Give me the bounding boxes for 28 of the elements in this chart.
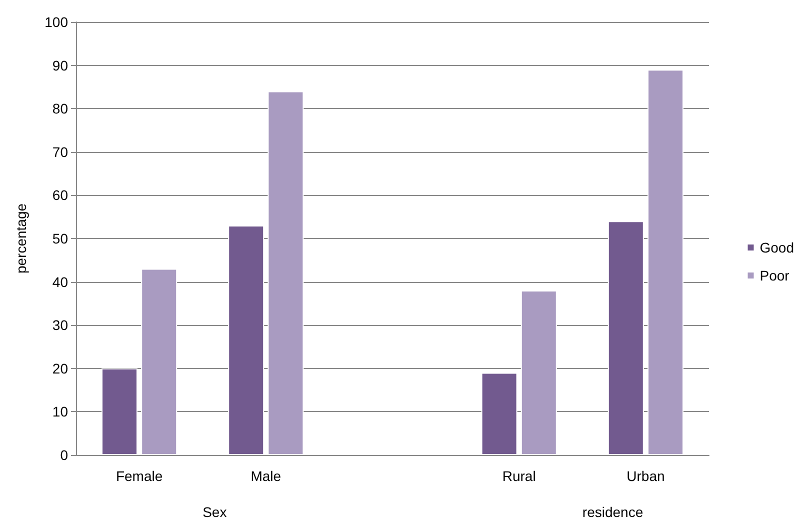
x-tick-label: Male [250,468,282,484]
bar [268,91,304,455]
bar [102,368,138,455]
text: residence [582,504,644,520]
y-tick-label: 0 [60,447,68,463]
x-tick-label: Rural [502,468,536,484]
y-axis-title: percentage [13,203,29,274]
legend-label: Poor [760,268,790,284]
bar [608,221,644,455]
bar [481,372,518,455]
bar [141,268,178,455]
x-tick-label: Urban [626,468,665,484]
x-tick-label: Female [116,468,163,484]
y-tick-label: 60 [52,187,68,204]
y-tick-label: 10 [52,404,68,420]
bar [648,70,684,455]
y-tick-label: 70 [52,144,68,160]
bar [228,226,264,455]
y-tick-label: 50 [52,230,68,246]
y-tick-label: 90 [52,57,68,74]
y-tick-label: 30 [52,317,68,334]
text: Sex [202,504,227,520]
legend-label: Good [760,240,794,256]
bar [520,290,557,455]
y-tick-label: 100 [44,14,68,30]
y-tick-label: 20 [52,360,68,376]
y-tick-label: 40 [52,274,68,290]
y-tick-label: 80 [52,100,68,117]
